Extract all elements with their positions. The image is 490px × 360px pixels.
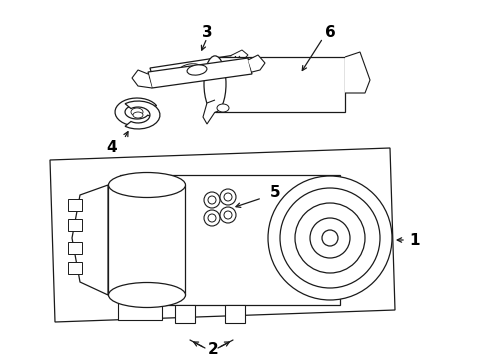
Polygon shape <box>68 219 82 231</box>
Circle shape <box>208 214 216 222</box>
Polygon shape <box>132 70 152 88</box>
Polygon shape <box>68 242 82 254</box>
Polygon shape <box>150 55 240 85</box>
Ellipse shape <box>217 104 229 112</box>
Polygon shape <box>345 52 370 93</box>
Polygon shape <box>125 101 160 129</box>
Ellipse shape <box>131 108 143 116</box>
Ellipse shape <box>133 112 143 118</box>
Ellipse shape <box>108 172 186 198</box>
Circle shape <box>208 196 216 204</box>
Polygon shape <box>215 57 345 112</box>
Polygon shape <box>72 185 108 295</box>
Polygon shape <box>175 305 195 323</box>
Circle shape <box>268 176 392 300</box>
Ellipse shape <box>187 65 207 75</box>
Circle shape <box>220 189 236 205</box>
Ellipse shape <box>108 283 186 307</box>
Polygon shape <box>230 50 248 60</box>
Text: 4: 4 <box>107 140 117 154</box>
Polygon shape <box>50 148 395 322</box>
Polygon shape <box>115 98 157 126</box>
Text: 2: 2 <box>208 342 219 357</box>
Circle shape <box>310 218 350 258</box>
Polygon shape <box>248 55 265 72</box>
Polygon shape <box>118 295 162 320</box>
Circle shape <box>220 207 236 223</box>
Circle shape <box>280 188 380 288</box>
Text: 5: 5 <box>270 185 280 199</box>
Circle shape <box>204 192 220 208</box>
Polygon shape <box>148 58 252 88</box>
Text: 1: 1 <box>410 233 420 248</box>
Circle shape <box>224 211 232 219</box>
Polygon shape <box>140 75 152 86</box>
Polygon shape <box>225 305 245 323</box>
Text: 3: 3 <box>202 24 212 40</box>
Circle shape <box>322 230 338 246</box>
Polygon shape <box>68 262 82 274</box>
Polygon shape <box>203 100 215 124</box>
Circle shape <box>204 210 220 226</box>
Polygon shape <box>108 185 185 295</box>
Polygon shape <box>68 199 82 211</box>
Circle shape <box>224 193 232 201</box>
Circle shape <box>295 203 365 273</box>
Text: 6: 6 <box>325 24 335 40</box>
Polygon shape <box>120 175 340 305</box>
Ellipse shape <box>179 64 201 74</box>
Ellipse shape <box>204 56 226 112</box>
